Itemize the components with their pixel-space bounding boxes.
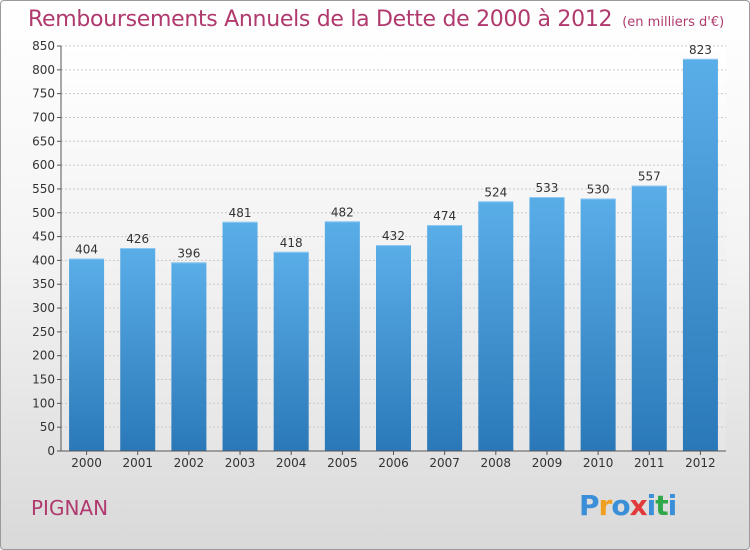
data-label-2012: 823: [689, 43, 712, 57]
data-label-2010: 530: [587, 182, 610, 196]
bar-2006: [376, 245, 411, 451]
x-tick-label: 2008: [481, 456, 512, 470]
logo-letter: r: [598, 489, 613, 522]
x-tick-label: 2007: [429, 456, 460, 470]
chart-title-main: Remboursements Annuels de la Dette de 20…: [28, 7, 613, 32]
x-axis-ticks: 2000 2001 2002 2003 2004 2005 2006 2007 2008 2009…: [71, 451, 716, 470]
x-tick-label: 2004: [276, 456, 307, 470]
data-label-2004: 418: [280, 236, 303, 250]
data-label-2011: 557: [638, 170, 661, 184]
data-label-2006: 432: [382, 229, 405, 243]
x-tick-label: 2003: [225, 456, 256, 470]
y-tick-label: 850: [32, 39, 55, 53]
chart-title-unit: (en milliers d'€): [622, 15, 725, 30]
bar-2010: [580, 198, 616, 451]
data-label-2000: 404: [75, 243, 98, 257]
x-tick-label: 2009: [532, 456, 563, 470]
y-tick-label: 400: [32, 253, 55, 267]
y-tick-label: 200: [32, 349, 55, 363]
x-tick-label: 2006: [378, 456, 409, 470]
y-tick-label: 550: [32, 182, 55, 196]
logo-letter: i: [667, 489, 678, 522]
bar-2012: [682, 58, 718, 451]
bar-2009: [529, 197, 565, 451]
data-label-2001: 426: [126, 232, 149, 246]
data-label-2008: 524: [484, 185, 507, 199]
x-tick-label: 2000: [71, 456, 102, 470]
data-label-2007: 474: [433, 209, 456, 223]
x-tick-label: 2005: [327, 456, 358, 470]
bar-2000: [69, 258, 105, 451]
y-tick-label: 50: [40, 420, 55, 434]
y-tick-label: 500: [32, 206, 55, 220]
bar-2002: [171, 262, 207, 451]
logo-letter: P: [579, 489, 600, 522]
x-tick-label: 2011: [634, 456, 665, 470]
data-label-2003: 481: [229, 206, 252, 220]
y-tick-label: 0: [47, 444, 55, 458]
y-tick-label: 250: [32, 325, 55, 339]
y-tick-label: 800: [32, 63, 55, 77]
y-tick-label: 450: [32, 230, 55, 244]
y-tick-label: 100: [32, 396, 55, 410]
data-label-2002: 396: [177, 246, 200, 260]
x-tick-label: 2001: [122, 456, 153, 470]
y-tick-label: 700: [32, 110, 55, 124]
y-tick-label: 150: [32, 373, 55, 387]
data-label-2005: 482: [331, 205, 354, 219]
bar-2005: [324, 221, 360, 451]
chart-title: Remboursements Annuels de la Dette de 20…: [28, 7, 724, 32]
bar-2007: [427, 225, 463, 451]
data-label-2009: 533: [536, 181, 559, 195]
bars: 404 426 396 481 418 482 432 474 524 533 530 557 823: [69, 43, 718, 451]
x-tick-label: 2012: [685, 456, 716, 470]
x-tick-label: 2002: [174, 456, 205, 470]
bar-2008: [478, 201, 514, 451]
commune-name: PIGNAN: [31, 496, 109, 520]
bar-2004: [273, 251, 309, 451]
y-axis-ticks: 0 50 100 150 200 250 300 350 400 450 500 550 600 650 7…: [32, 39, 61, 458]
x-tick-label: 2010: [583, 456, 614, 470]
y-tick-label: 350: [32, 277, 55, 291]
y-tick-label: 600: [32, 158, 55, 172]
logo-letter: t: [655, 489, 668, 522]
bar-2003: [222, 221, 258, 451]
y-tick-label: 650: [32, 134, 55, 148]
bar-2011: [631, 185, 667, 451]
logo-letter: o: [611, 489, 630, 522]
bar-2001: [120, 248, 156, 451]
logo-letter: i: [646, 489, 657, 522]
y-tick-label: 750: [32, 87, 55, 101]
y-tick-label: 300: [32, 301, 55, 315]
proxiti-logo: Proxiti: [579, 489, 678, 522]
logo-letter: x: [629, 489, 648, 522]
